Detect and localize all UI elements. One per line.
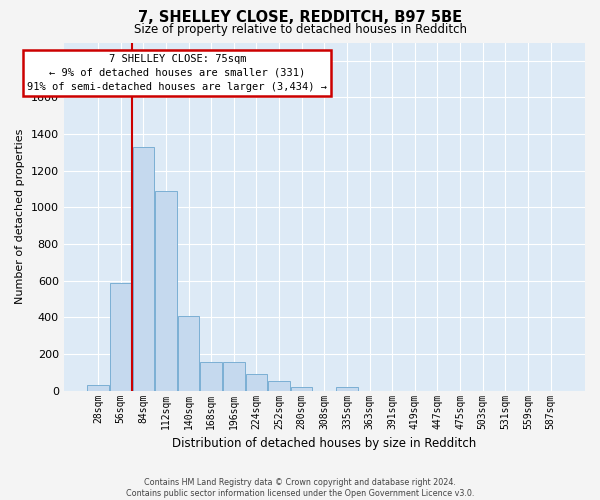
Text: Contains HM Land Registry data © Crown copyright and database right 2024.
Contai: Contains HM Land Registry data © Crown c… (126, 478, 474, 498)
Bar (88, 385, 109, 390)
Text: 7 SHELLEY CLOSE: 75sqm
← 9% of detached houses are smaller (331)
91% of semi-det: 7 SHELLEY CLOSE: 75sqm ← 9% of detached … (27, 54, 327, 92)
Bar (268, 380, 290, 390)
Bar (336, 387, 358, 390)
Text: 7, SHELLEY CLOSE, REDDITCH, B97 5BE: 7, SHELLEY CLOSE, REDDITCH, B97 5BE (138, 10, 462, 25)
Bar (133, 147, 154, 390)
Bar (178, 316, 199, 390)
Y-axis label: Number of detached properties: Number of detached properties (15, 129, 25, 304)
Bar (291, 387, 313, 390)
X-axis label: Distribution of detached houses by size in Redditch: Distribution of detached houses by size … (172, 437, 476, 450)
Bar (110, 282, 131, 391)
Bar (246, 374, 267, 390)
Text: Size of property relative to detached houses in Redditch: Size of property relative to detached ho… (133, 22, 467, 36)
Bar (200, 362, 222, 390)
Bar (155, 191, 177, 390)
Bar (223, 362, 245, 390)
